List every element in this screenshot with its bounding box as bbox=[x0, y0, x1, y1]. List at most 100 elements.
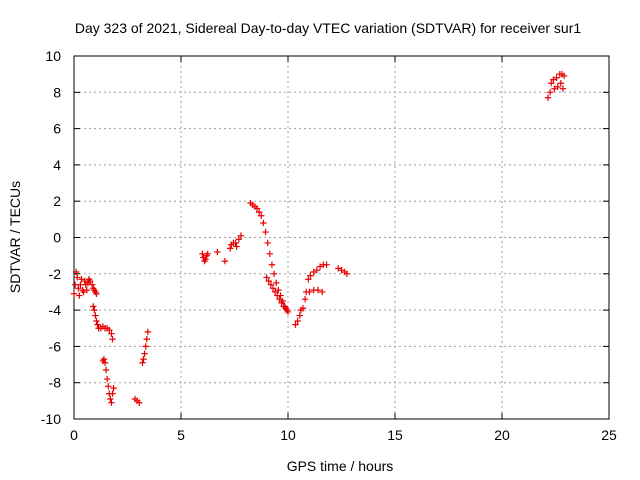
data-point bbox=[253, 205, 261, 212]
x-tick-label: 20 bbox=[494, 427, 510, 443]
data-point bbox=[560, 72, 568, 80]
data-point bbox=[296, 312, 303, 319]
data-point bbox=[110, 384, 117, 392]
data-point bbox=[142, 343, 149, 350]
y-tick-label: 4 bbox=[53, 157, 61, 173]
y-tick-label: -4 bbox=[49, 302, 62, 318]
data-point bbox=[136, 399, 143, 406]
data-point bbox=[202, 256, 209, 263]
data-point bbox=[275, 286, 282, 294]
data-point bbox=[268, 261, 276, 268]
data-point bbox=[270, 270, 278, 277]
x-tick-label: 10 bbox=[280, 427, 296, 443]
chart-title: Day 323 of 2021, Sidereal Day-to-day VTE… bbox=[75, 20, 581, 36]
data-point bbox=[139, 359, 146, 366]
data-point bbox=[548, 80, 555, 87]
data-point bbox=[86, 277, 94, 285]
data-point bbox=[313, 266, 321, 274]
data-point bbox=[103, 375, 111, 383]
data-point bbox=[101, 359, 109, 366]
data-point bbox=[108, 330, 115, 337]
data-point bbox=[299, 305, 307, 312]
data-point bbox=[319, 288, 326, 296]
data-point bbox=[265, 277, 272, 285]
data-point bbox=[144, 328, 152, 336]
data-point bbox=[232, 239, 239, 247]
data-point bbox=[262, 228, 269, 236]
y-tick-label: 0 bbox=[53, 230, 61, 246]
data-point bbox=[310, 268, 317, 276]
data-point bbox=[141, 350, 148, 357]
data-point bbox=[214, 248, 221, 256]
data-point bbox=[314, 286, 322, 294]
data-point bbox=[237, 232, 245, 239]
data-point bbox=[80, 288, 87, 296]
data-point bbox=[72, 268, 80, 276]
data-point bbox=[258, 212, 265, 219]
x-tick-label: 15 bbox=[387, 427, 403, 443]
data-point bbox=[260, 219, 267, 227]
data-point bbox=[274, 292, 281, 299]
x-tick-label: 0 bbox=[70, 427, 78, 443]
data-point bbox=[81, 277, 88, 285]
data-point bbox=[282, 305, 290, 312]
data-point bbox=[343, 270, 351, 277]
data-point bbox=[74, 274, 81, 281]
data-point bbox=[109, 390, 116, 397]
data-point bbox=[559, 85, 567, 92]
x-tick-label: 5 bbox=[177, 427, 185, 443]
data-point bbox=[92, 312, 99, 319]
data-points bbox=[70, 70, 568, 406]
data-point bbox=[90, 303, 97, 310]
data-point bbox=[100, 355, 108, 363]
data-point bbox=[204, 250, 211, 258]
data-point bbox=[553, 74, 560, 81]
data-point bbox=[143, 335, 150, 343]
data-point bbox=[269, 285, 277, 292]
y-tick-label: -10 bbox=[41, 411, 61, 427]
y-tick-label: 8 bbox=[53, 84, 61, 100]
plot-frame bbox=[73, 55, 610, 420]
data-point bbox=[338, 266, 345, 274]
data-point bbox=[294, 317, 301, 325]
data-point bbox=[267, 281, 275, 288]
data-point bbox=[335, 265, 342, 272]
data-point bbox=[227, 245, 234, 252]
data-point bbox=[93, 290, 100, 297]
data-point bbox=[102, 366, 110, 374]
data-point bbox=[221, 257, 229, 265]
data-point bbox=[255, 208, 263, 216]
y-axis-label: SDTVAR / TECUs bbox=[7, 181, 23, 293]
data-point bbox=[276, 296, 283, 303]
data-point bbox=[70, 290, 78, 297]
axis-ticks: 0 5 10 15 20 25 -10 -8 -6 -4 -2 0 2 4 6 8 10 bbox=[41, 48, 617, 443]
data-point bbox=[323, 261, 330, 268]
data-point bbox=[93, 317, 100, 325]
data-point bbox=[76, 292, 83, 299]
y-tick-label: -2 bbox=[49, 266, 62, 282]
data-point bbox=[71, 281, 79, 288]
data-point bbox=[263, 274, 270, 281]
data-point bbox=[284, 308, 292, 316]
data-point bbox=[292, 321, 299, 328]
data-point bbox=[266, 250, 274, 258]
data-point bbox=[78, 276, 85, 283]
x-tick-label: 25 bbox=[601, 427, 617, 443]
data-point bbox=[550, 76, 557, 83]
grid-lines bbox=[74, 56, 609, 419]
data-point bbox=[557, 80, 565, 87]
data-point bbox=[140, 355, 147, 363]
data-point bbox=[199, 250, 206, 258]
data-point bbox=[77, 281, 84, 288]
data-point bbox=[554, 83, 561, 91]
data-point bbox=[233, 243, 240, 250]
data-point bbox=[307, 272, 314, 279]
x-axis-label: GPS time / hours bbox=[287, 458, 394, 474]
y-tick-label: -8 bbox=[49, 375, 62, 391]
data-point bbox=[106, 326, 113, 334]
data-point bbox=[305, 276, 312, 283]
y-tick-label: 6 bbox=[53, 121, 61, 137]
data-point bbox=[109, 335, 116, 343]
data-point bbox=[235, 236, 242, 243]
